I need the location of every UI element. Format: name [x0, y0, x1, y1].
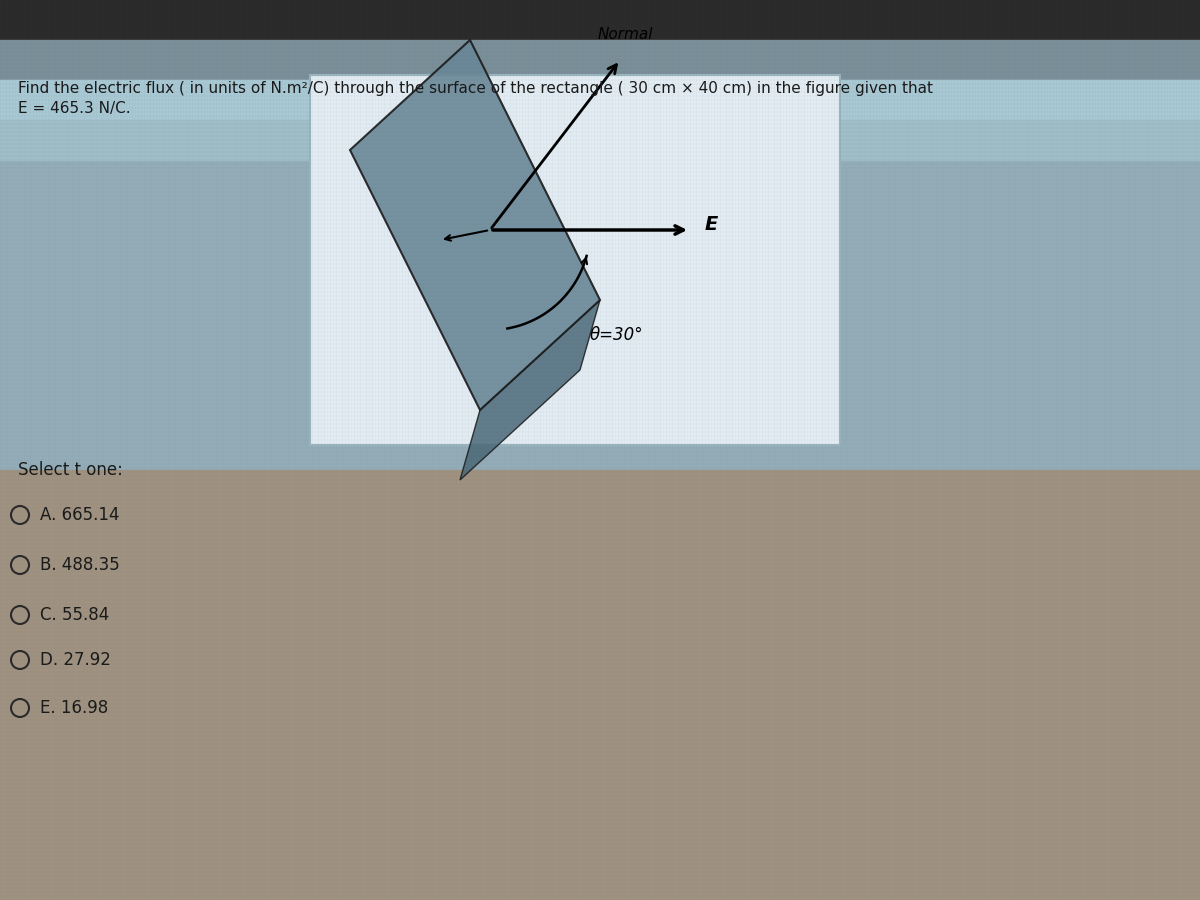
Text: θ=30°: θ=30° — [590, 326, 643, 344]
Bar — [0, 470, 1200, 900]
Text: E = 465.3 N/C.: E = 465.3 N/C. — [18, 101, 131, 115]
Polygon shape — [350, 40, 600, 410]
Bar — [310, 75, 840, 445]
Text: Normal: Normal — [598, 27, 653, 42]
Bar — [0, 40, 1200, 80]
Text: Find the electric flux ( in units of N.m²/C) through the surface of the rectangl: Find the electric flux ( in units of N.m… — [18, 80, 934, 95]
Text: A. 665.14: A. 665.14 — [40, 506, 120, 524]
Text: E: E — [706, 215, 719, 235]
Bar — [0, 80, 1200, 470]
Text: B. 488.35: B. 488.35 — [40, 556, 120, 574]
Bar — [0, 120, 1200, 160]
Bar — [0, 0, 1200, 40]
Text: D. 27.92: D. 27.92 — [40, 651, 110, 669]
Polygon shape — [460, 300, 600, 480]
Bar — [0, 80, 1200, 120]
Text: E. 16.98: E. 16.98 — [40, 699, 108, 717]
Text: C. 55.84: C. 55.84 — [40, 606, 109, 624]
Text: Select t one:: Select t one: — [18, 461, 122, 479]
